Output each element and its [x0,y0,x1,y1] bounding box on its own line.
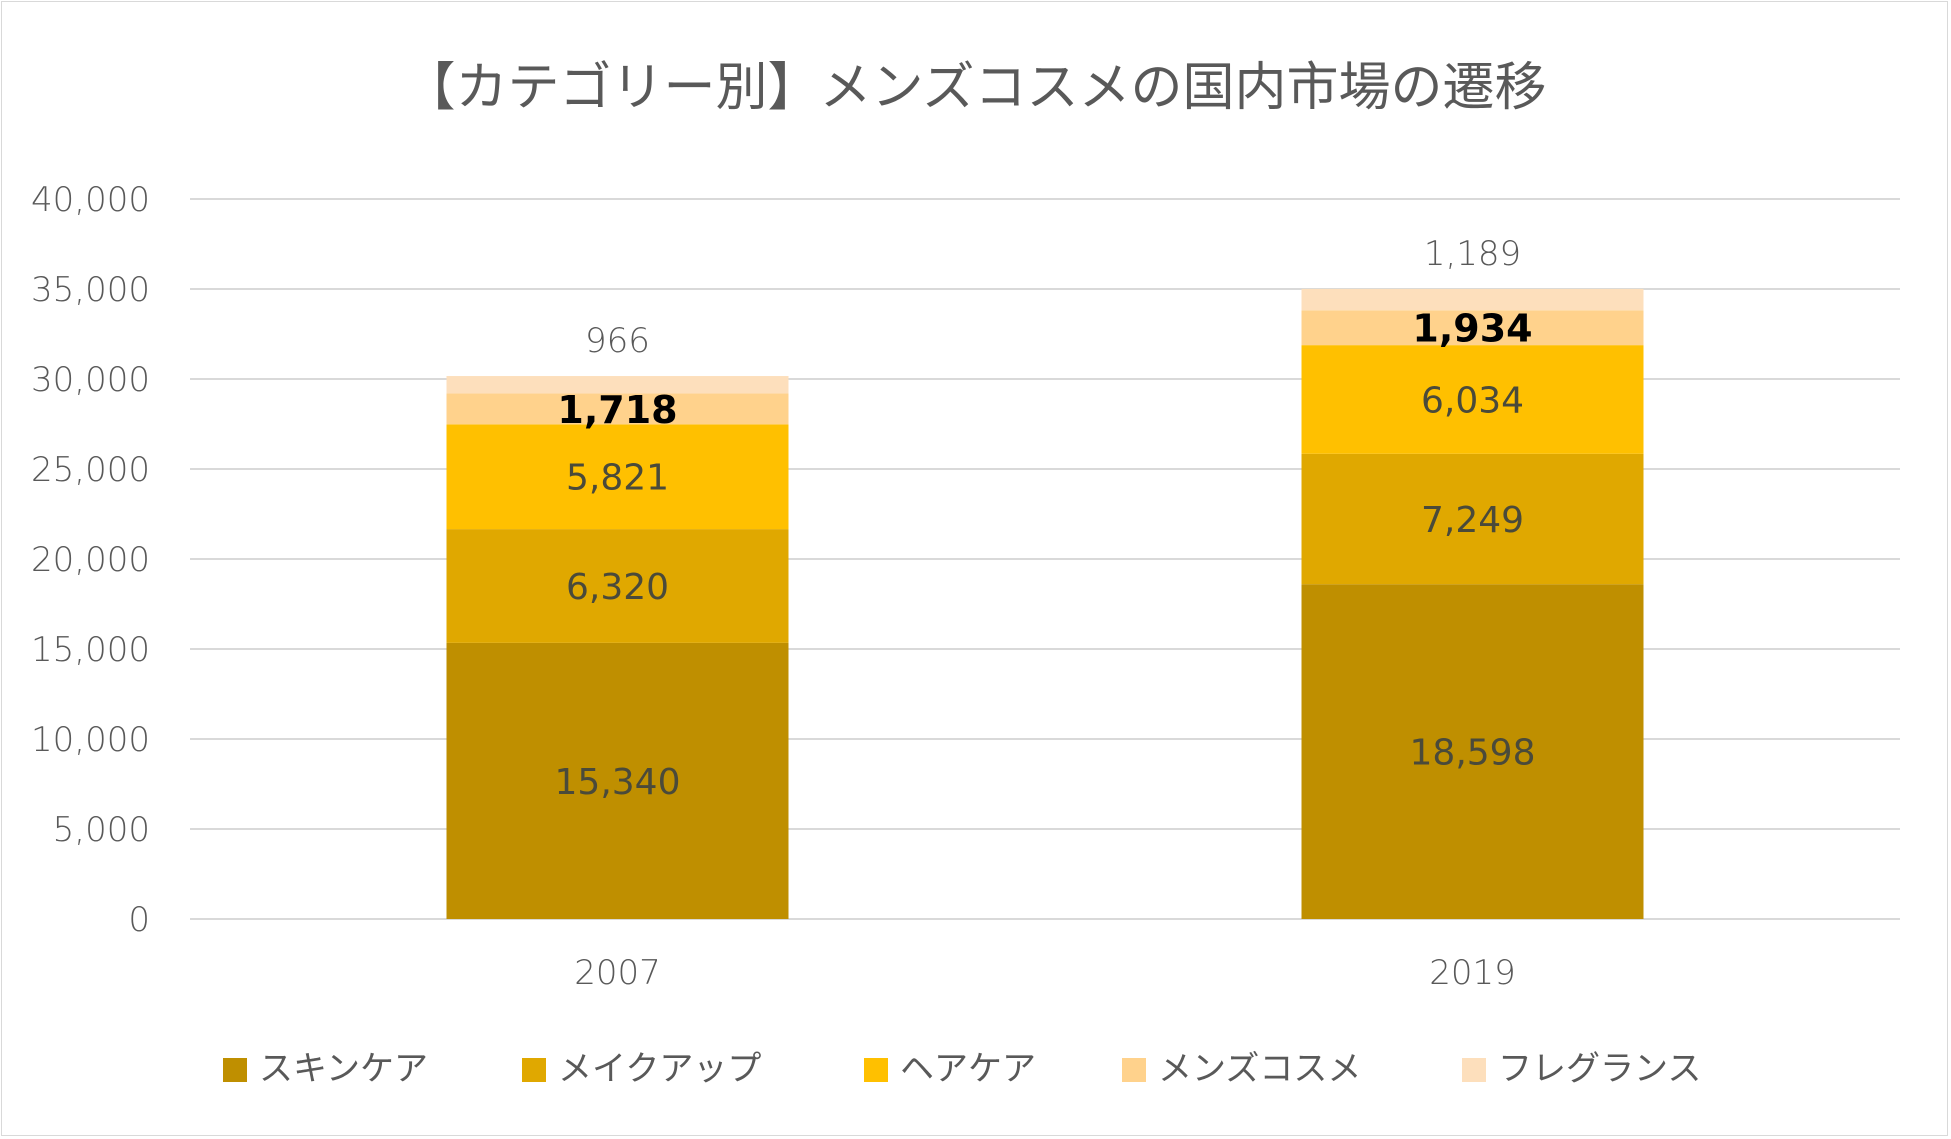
bar-segment [446,424,789,530]
legend-label: ヘアケア [900,1049,1036,1089]
legend-swatch [1462,1058,1486,1082]
bar-segment [446,529,789,643]
data-label: 966 [585,321,650,361]
legend-item: フレグランス [1462,1049,1701,1089]
y-tick-label: 10,000 [31,720,150,760]
bar-segment [1301,288,1644,311]
bar-segment [1301,345,1644,454]
chart-title: 【カテゴリー別】メンズコスメの国内市場の遷移 [404,58,1547,118]
x-tick-label: 2007 [574,953,661,993]
legend-swatch [522,1058,546,1082]
legend-item: スキンケア [223,1049,428,1089]
data-label: 6,320 [566,567,669,608]
legend-item: メンズコスメ [1122,1049,1361,1089]
legend-swatch [1122,1058,1146,1082]
legend-label: メイクアップ [558,1049,761,1089]
data-label: 15,340 [555,762,681,803]
y-tick-label: 0 [128,900,150,940]
y-tick-label: 15,000 [31,630,150,670]
legend-item: ヘアケア [864,1049,1036,1089]
data-label: 1,934 [1412,307,1532,351]
data-label: 5,821 [566,458,669,499]
bar-segment [446,642,789,919]
data-label: 6,034 [1421,380,1524,421]
legend-swatch [864,1058,888,1082]
y-tick-label: 20,000 [31,540,150,580]
x-tick-label: 2019 [1429,953,1516,993]
y-tick-label: 25,000 [31,450,150,490]
legend-label: メンズコスメ [1158,1049,1361,1089]
legend-label: スキンケア [259,1049,428,1089]
data-label: 7,249 [1421,500,1524,541]
y-tick-label: 30,000 [31,360,150,400]
bar-segment [1301,310,1644,346]
data-label: 1,189 [1424,234,1521,274]
legend-swatch [223,1058,247,1082]
legend-item: メイクアップ [522,1049,761,1089]
bar-segment [1301,453,1644,585]
y-tick-label: 40,000 [31,180,150,220]
data-label: 18,598 [1410,733,1536,774]
y-tick-label: 35,000 [31,270,150,310]
y-tick-label: 5,000 [53,810,150,850]
bar-segment [446,376,789,394]
data-label: 1,718 [557,388,677,432]
bar-segment [1301,584,1644,919]
bar-segment [446,393,789,425]
legend-label: フレグランス [1498,1049,1701,1089]
